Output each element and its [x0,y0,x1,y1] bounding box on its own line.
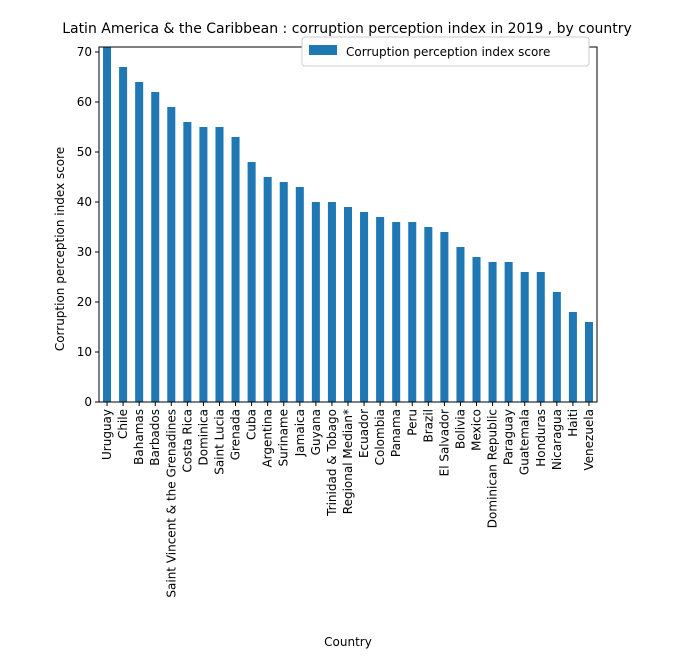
bar [360,212,369,402]
x-axis-title: Country [324,635,372,649]
bar [376,217,385,402]
bar [103,47,112,402]
x-tick-label: Costa Rica [180,409,194,472]
y-ticks: 0 10 20 30 40 50 60 70 [77,45,99,409]
bar [392,222,401,402]
x-tick-label: Paraguay [502,409,516,465]
bar [247,162,256,402]
x-tick-label: Guyana [309,409,323,455]
bar [520,272,529,402]
x-tick-label: Honduras [534,409,548,467]
x-tick-label: Bolivia [453,409,467,449]
y-tick-label: 0 [84,395,92,409]
x-tick-label: Barbados [148,409,162,466]
bar [231,137,240,402]
legend-label: Corruption perception index score [346,45,550,59]
bar [472,257,481,402]
bar [215,127,224,402]
x-tick-label: Colombia [373,409,387,465]
bar [488,262,497,402]
x-tick-label: Cuba [245,409,259,440]
x-tick-label: Saint Vincent & the Grenadines [164,409,178,598]
x-tick-label: Argentina [261,409,275,468]
bar [167,107,176,402]
bar [327,202,336,402]
bar [440,232,449,402]
bar [568,312,577,402]
bar [536,272,545,402]
x-tick-label: Nicaragua [550,409,564,470]
y-tick-label: 70 [77,45,92,59]
bar [343,207,353,402]
bars-layer [103,47,593,402]
x-tick-label: Mexico [470,409,484,451]
x-tick-label: Haiti [566,409,580,437]
x-tick-label: Brazil [421,409,435,443]
bar [119,67,128,402]
x-tick-label: Uruguay [100,409,114,460]
bar [504,262,513,402]
bar [135,82,144,402]
bar [311,202,320,402]
x-tick-label: Dominican Republic [486,409,500,528]
y-tick-label: 40 [77,195,92,209]
x-tick-label: Ecuador [357,409,371,458]
bar [408,222,417,402]
legend-box [301,36,590,67]
x-tick-label: Venezuela [582,409,596,471]
legend: Corruption perception index score [301,36,590,67]
y-tick-label: 10 [77,345,92,359]
y-tick-label: 30 [77,245,92,259]
x-tick-label: El Salvador [437,409,451,476]
bar [263,177,272,402]
x-tick-label: Suriname [277,409,291,467]
bar [584,322,593,402]
x-tick-label: Trinidad & Tobago [325,409,339,517]
x-tick-label: Chile [116,409,130,439]
bar [279,182,288,402]
x-ticks: Uruguay Chile Bahamas Barbados Saint Vincent… [100,402,596,598]
bar [424,227,433,402]
chart-title: Latin America & the Caribbean : corrupti… [62,21,632,37]
bar [199,127,208,402]
y-tick-label: 60 [77,95,92,109]
x-tick-label: Panama [389,409,403,457]
y-axis-title: Corruption perception index score [53,147,67,351]
bar [183,122,192,402]
x-tick-label: Dominica [196,409,210,466]
x-tick-label: Peru [405,409,419,436]
x-tick-label: Regional Median* [341,409,355,514]
x-tick-label: Grenada [229,409,243,460]
bar [456,247,465,402]
legend-swatch [309,45,337,55]
x-tick-label: Bahamas [132,409,146,465]
x-tick-label: Guatemala [518,409,532,475]
bar [151,92,160,402]
x-tick-label: Saint Lucia [212,409,226,475]
y-tick-label: 50 [77,145,92,159]
bar [552,292,561,402]
y-tick-label: 20 [77,295,92,309]
bar [295,187,304,402]
x-tick-label: Jamaica [293,409,307,457]
